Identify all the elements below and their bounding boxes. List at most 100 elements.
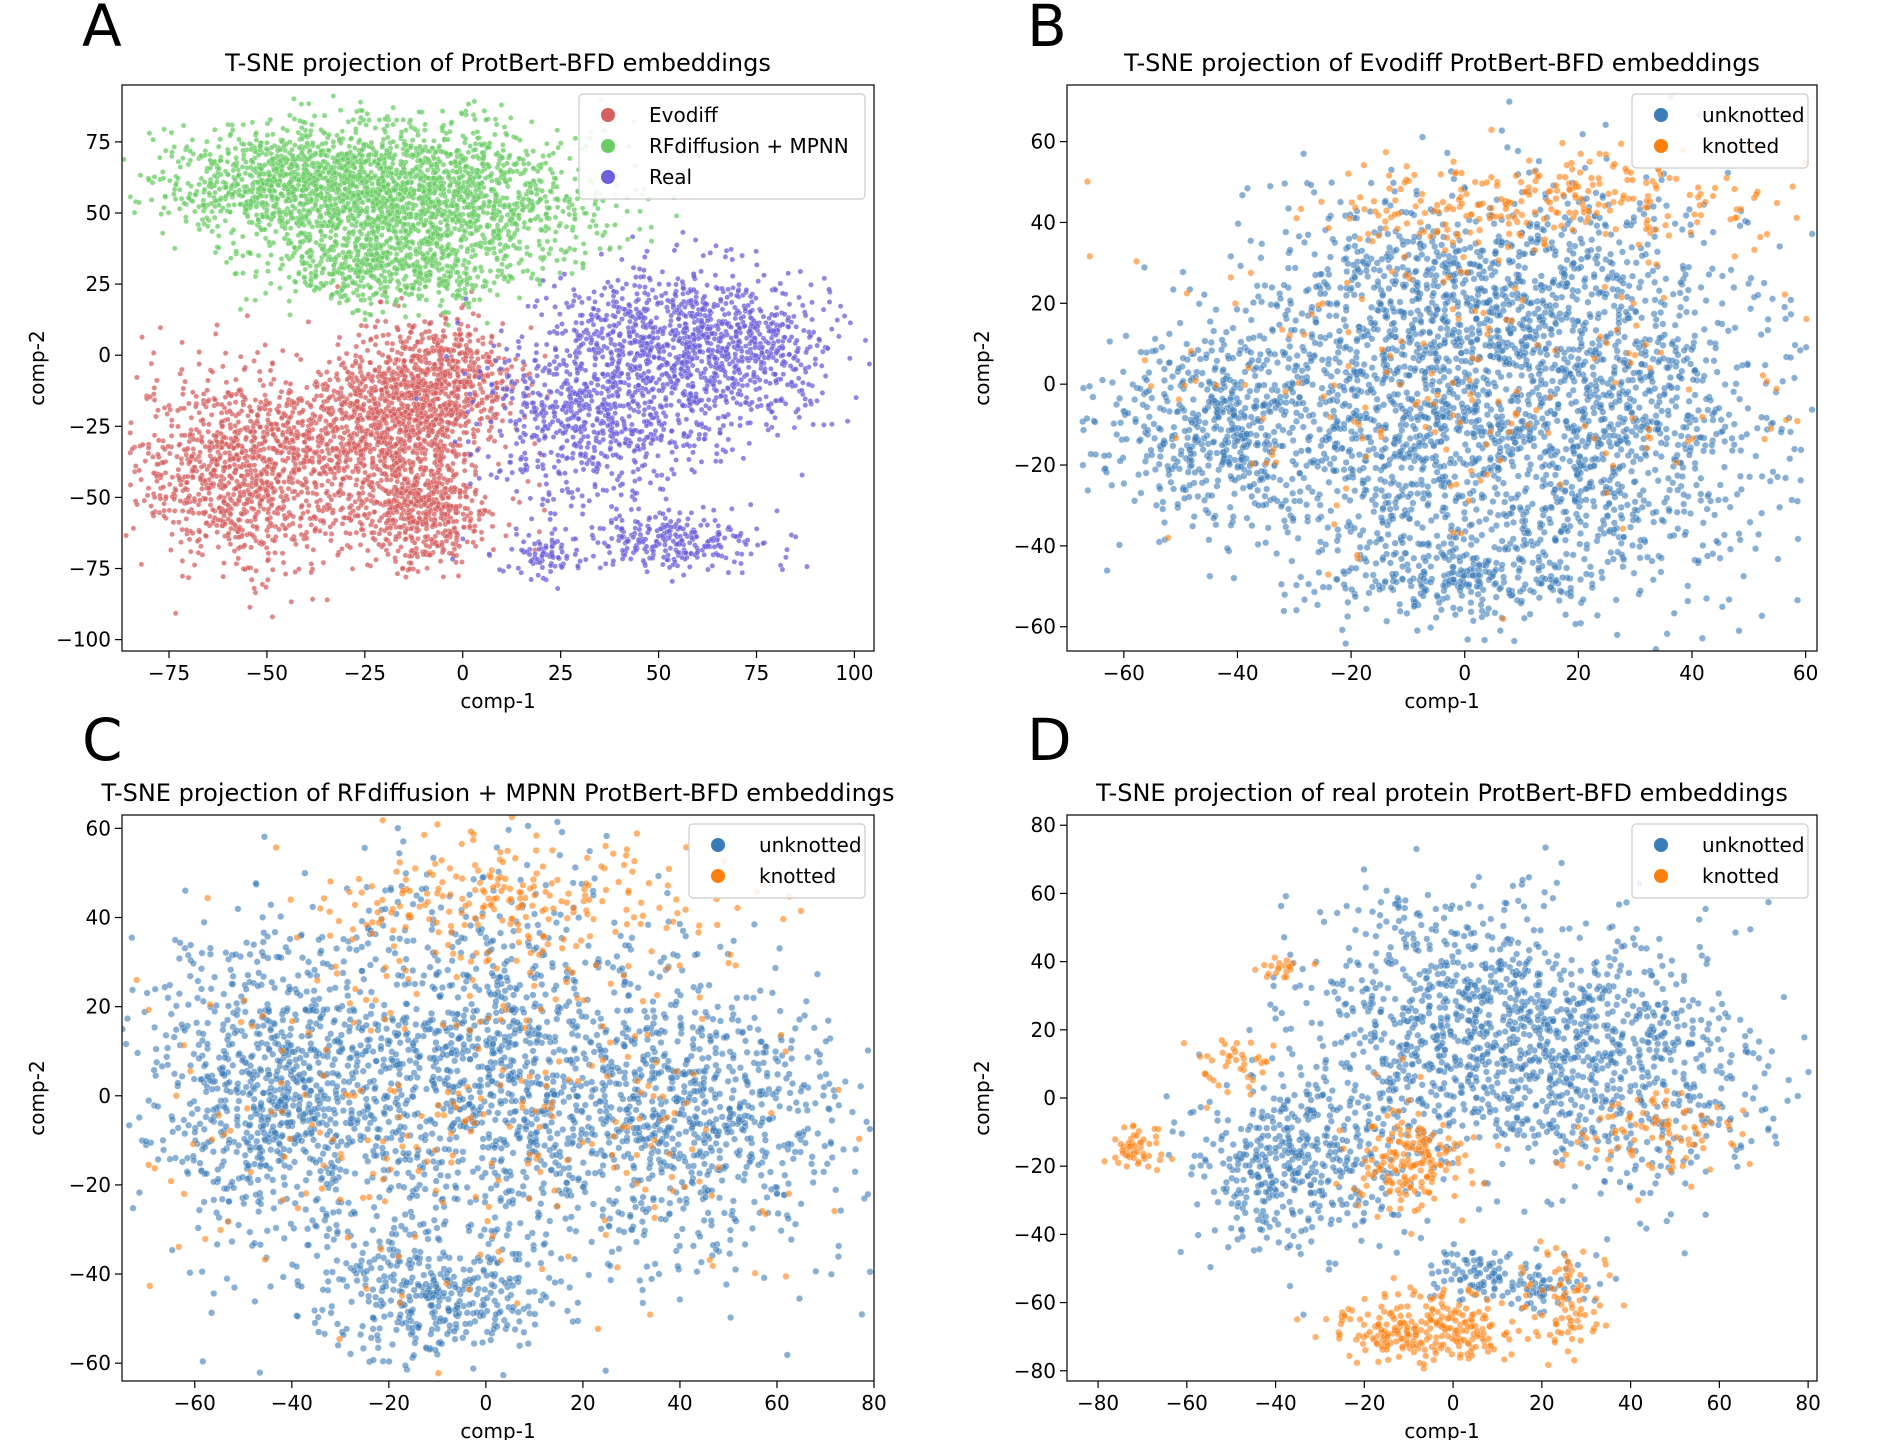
- data-point: [385, 426, 392, 433]
- data-point: [421, 501, 428, 508]
- data-point: [231, 548, 238, 554]
- data-point: [268, 182, 275, 189]
- data-point: [388, 400, 395, 406]
- data-point: [227, 541, 234, 548]
- data-point: [515, 189, 522, 196]
- data-point: [422, 387, 429, 394]
- data-point: [316, 459, 323, 466]
- data-point: [353, 482, 359, 488]
- data-point: [215, 232, 222, 239]
- data-point: [385, 331, 392, 338]
- data-point: [222, 449, 228, 456]
- data-point: [303, 498, 310, 504]
- data-point: [343, 529, 349, 536]
- data-point: [552, 175, 559, 182]
- data-point: [339, 435, 346, 442]
- data-point: [219, 423, 226, 429]
- data-point: [480, 209, 487, 216]
- data-point: [449, 448, 456, 455]
- data-point: [196, 181, 202, 188]
- data-point: [378, 232, 385, 238]
- data-point: [177, 498, 184, 504]
- data-point: [207, 496, 214, 503]
- data-point: [338, 480, 345, 487]
- data-point: [481, 202, 488, 209]
- data-point: [579, 205, 586, 211]
- data-point: [221, 560, 227, 566]
- data-point: [419, 208, 426, 215]
- data-point: [257, 171, 263, 177]
- data-point: [198, 543, 204, 550]
- data-point: [183, 218, 189, 225]
- data-point: [252, 467, 259, 474]
- data-point: [158, 472, 164, 478]
- data-point: [300, 459, 307, 466]
- data-point: [258, 165, 265, 172]
- data-point: [237, 353, 244, 360]
- data-point: [410, 459, 416, 466]
- data-point: [236, 526, 242, 532]
- data-point: [482, 494, 489, 500]
- data-point: [311, 113, 318, 119]
- data-point: [274, 196, 280, 202]
- data-point: [260, 540, 267, 546]
- data-point: [150, 454, 156, 460]
- data-point: [214, 529, 220, 535]
- data-point: [246, 462, 252, 469]
- data-point: [181, 432, 188, 439]
- data-point: [322, 233, 329, 239]
- data-point: [304, 444, 310, 451]
- data-point: [411, 482, 418, 489]
- data-point: [168, 547, 174, 553]
- data-point: [565, 204, 572, 211]
- data-point: [294, 478, 301, 485]
- data-point: [401, 363, 408, 370]
- data-point: [236, 136, 242, 143]
- data-point: [205, 485, 212, 492]
- data-point: [344, 376, 351, 383]
- data-point: [368, 139, 375, 146]
- data-point: [324, 597, 331, 603]
- data-point: [165, 209, 172, 216]
- data-point: [393, 473, 399, 479]
- data-point: [241, 506, 247, 513]
- data-point: [183, 452, 189, 458]
- data-point: [194, 538, 201, 545]
- data-point: [319, 448, 325, 455]
- data-point: [137, 172, 144, 178]
- data-point: [395, 548, 401, 554]
- data-point: [470, 431, 477, 437]
- data-point: [460, 524, 467, 531]
- data-point: [515, 194, 522, 201]
- data-point: [195, 501, 202, 508]
- data-point: [182, 485, 189, 492]
- data-point: [485, 373, 491, 379]
- data-point: [283, 211, 289, 218]
- data-point: [491, 202, 497, 209]
- data-point: [346, 504, 353, 511]
- data-point: [323, 441, 330, 448]
- data-point: [383, 536, 389, 543]
- data-point: [526, 160, 532, 167]
- data-point: [160, 459, 167, 466]
- data-point: [232, 522, 239, 529]
- data-point: [448, 119, 455, 125]
- data-point: [138, 561, 145, 568]
- data-point: [435, 372, 442, 379]
- data-point: [371, 395, 378, 402]
- data-point: [262, 235, 269, 242]
- data-point: [402, 496, 408, 503]
- data-point: [406, 411, 412, 418]
- data-point: [287, 179, 294, 185]
- data-point: [436, 348, 443, 354]
- data-point: [190, 510, 196, 517]
- data-point: [408, 560, 414, 567]
- data-point: [492, 131, 498, 138]
- data-point: [420, 551, 427, 558]
- data-point: [369, 373, 376, 380]
- data-point: [244, 213, 251, 220]
- data-point: [327, 438, 334, 444]
- data-point: [353, 343, 360, 350]
- data-point: [286, 112, 293, 119]
- data-point: [421, 127, 428, 133]
